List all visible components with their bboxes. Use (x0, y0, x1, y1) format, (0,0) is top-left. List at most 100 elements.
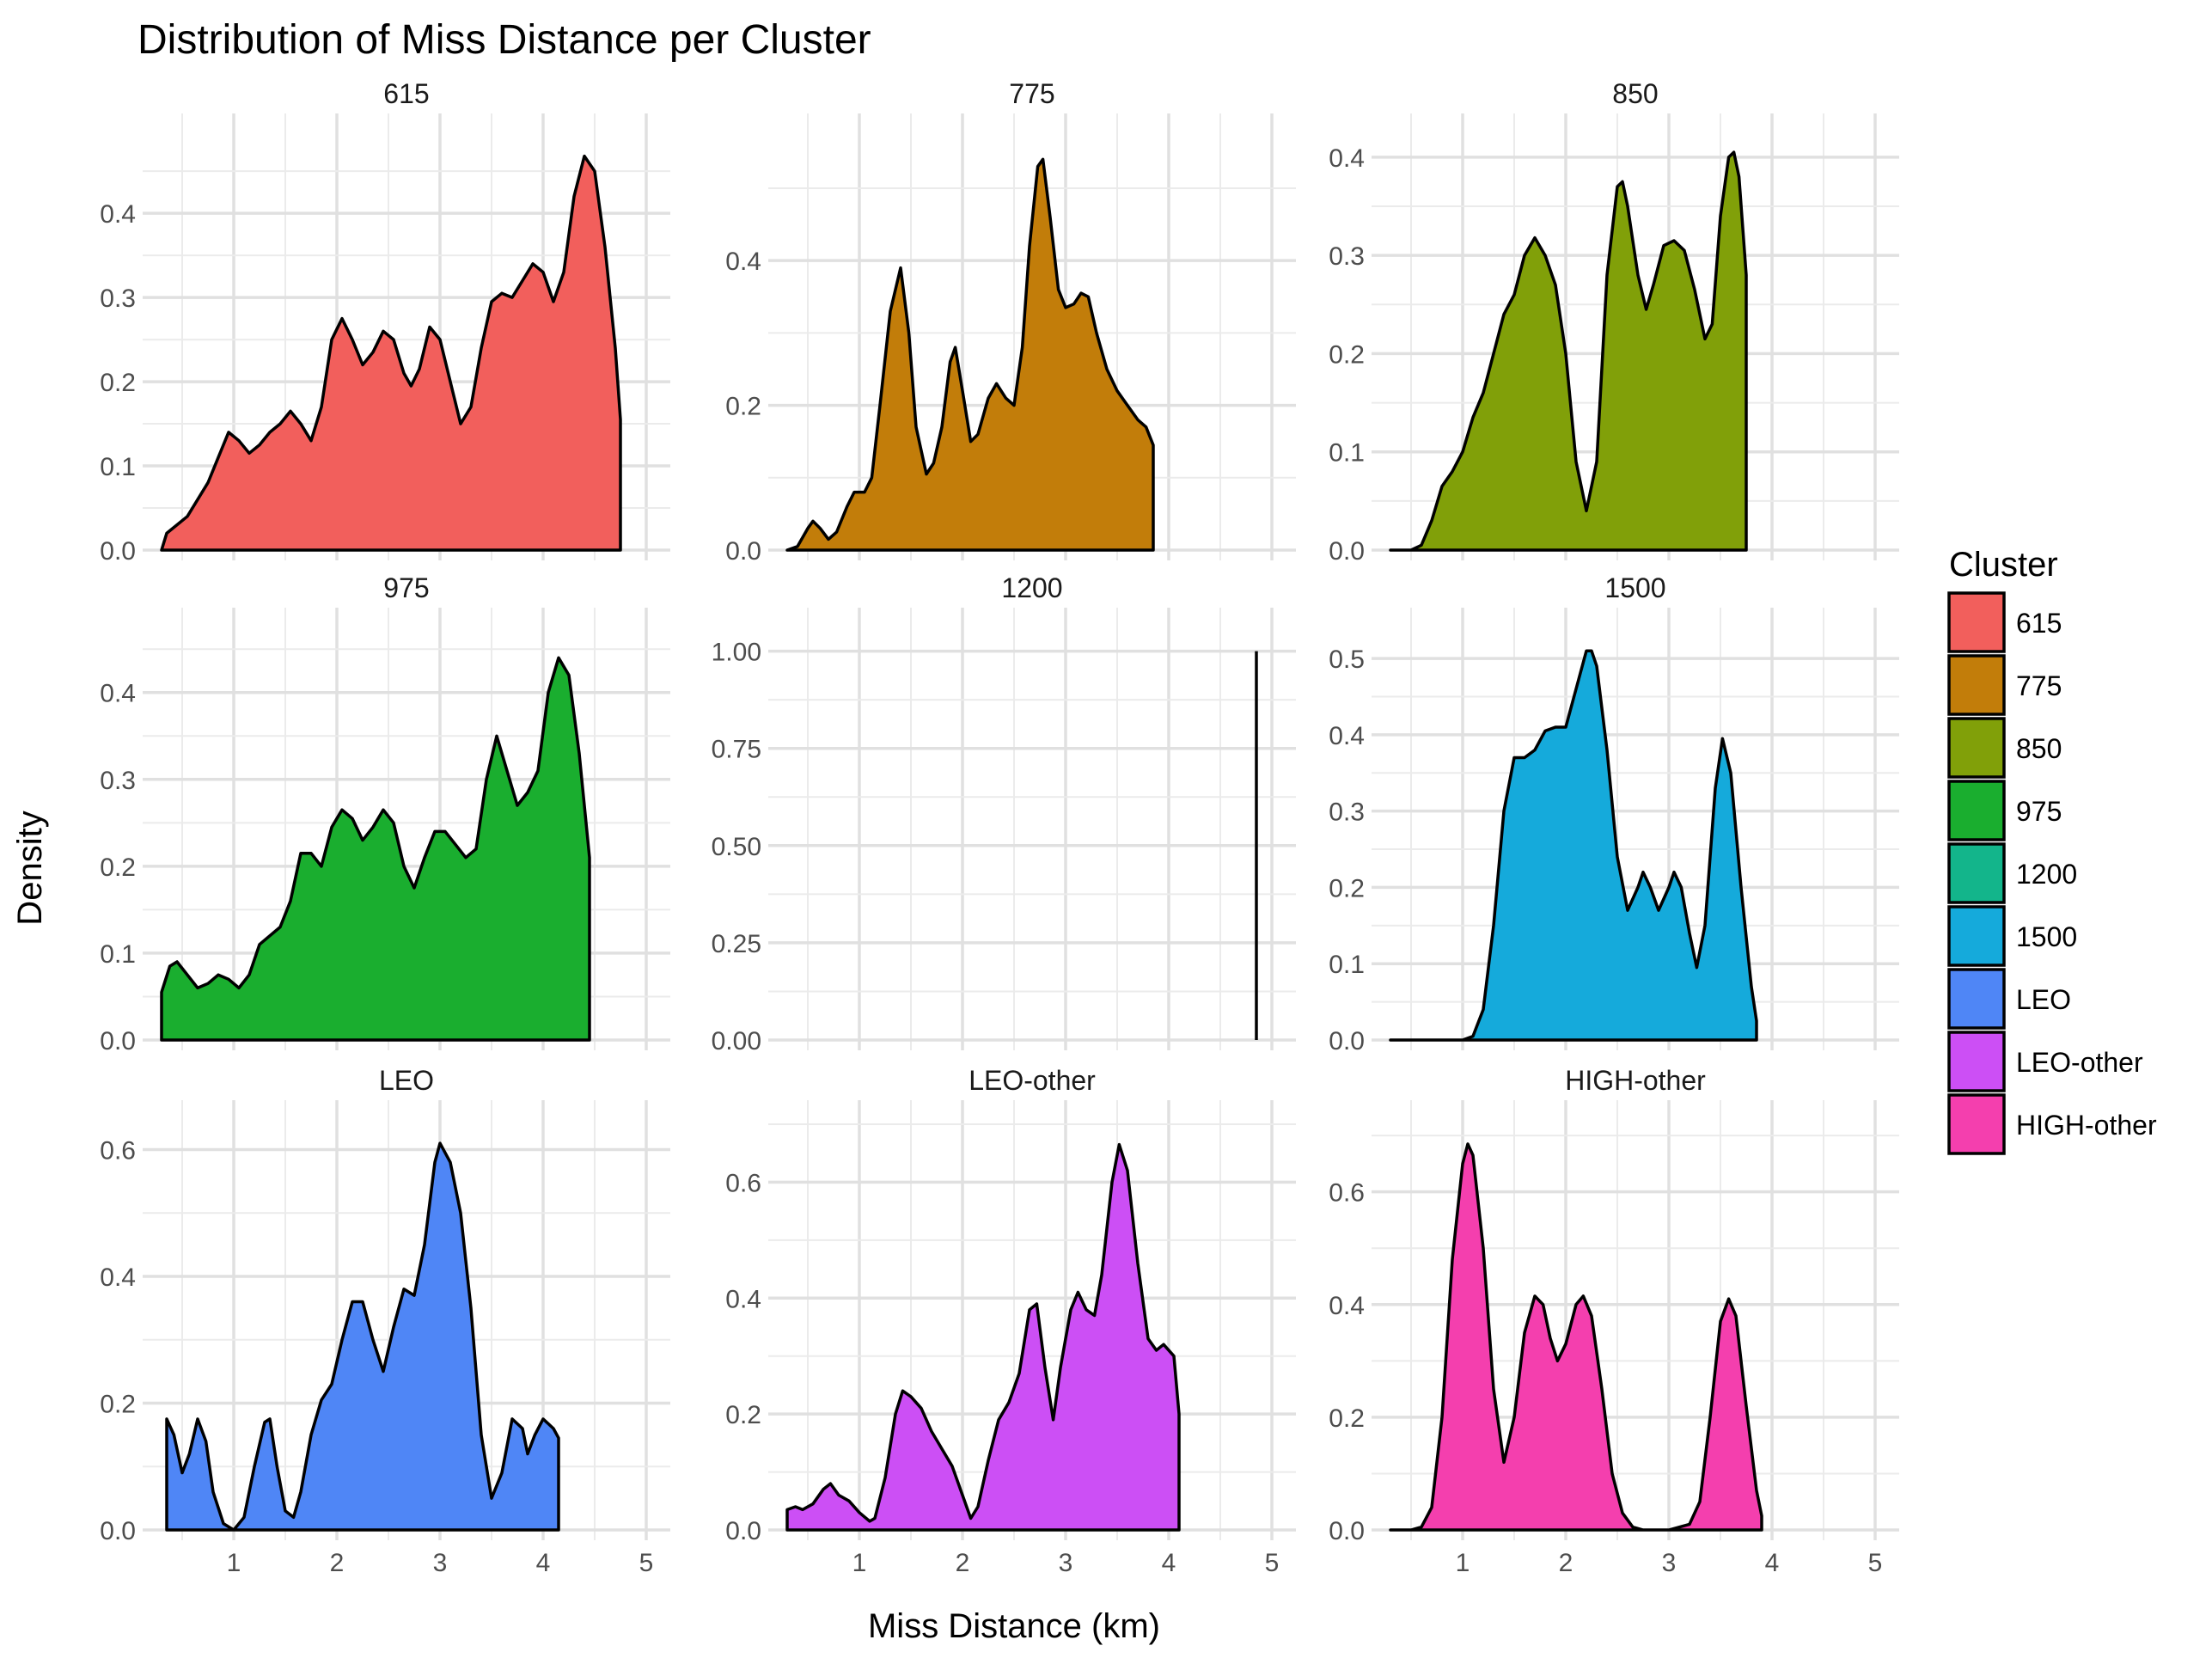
legend-label: LEO (2016, 984, 2071, 1015)
y-tick-label: 0.2 (1329, 874, 1365, 902)
strip-label-1200: 1200 (1001, 572, 1062, 603)
y-tick-label: 0.0 (100, 1517, 136, 1545)
y-tick-label: 0.4 (725, 1285, 761, 1313)
density-area-850 (1389, 150, 1748, 552)
y-tick-label: 0.4 (725, 248, 761, 276)
density-area-1500 (1389, 649, 1758, 1042)
x-tick-label: 1 (1456, 1549, 1470, 1577)
y-axis-label: Density (11, 811, 49, 925)
y-tick-label: 0.1 (100, 940, 136, 969)
strip-label-850: 850 (1612, 78, 1658, 109)
y-tick-label: 0.0 (725, 1517, 761, 1545)
panel-775: 775 0.0 0.2 0.4 (725, 78, 1296, 566)
x-tick-label: 1 (852, 1549, 867, 1577)
legend-swatch (1947, 968, 2006, 1030)
panel-975: 975 0.0 0.1 0.2 0.3 0.4 (100, 572, 670, 1055)
y-tick-label: 0.50 (712, 833, 761, 861)
strip-label-1500: 1500 (1604, 572, 1665, 603)
y-tick-label: 0.6 (1329, 1179, 1365, 1208)
legend-label: 975 (2016, 796, 2062, 827)
legend-item-975: 975 (1947, 780, 2062, 841)
legend-label: 1200 (2016, 859, 2077, 890)
y-tick-label: 0.4 (100, 1263, 136, 1292)
y-tick-label: 0.3 (100, 767, 136, 795)
legend-label: 850 (2016, 733, 2062, 764)
y-tick-label: 0.0 (1329, 1517, 1365, 1545)
legend-swatch (1947, 591, 2006, 653)
legend-item-775: 775 (1947, 654, 2062, 716)
legend-item-LEO: LEO (1947, 968, 2071, 1030)
y-tick-label: 0.2 (725, 1401, 761, 1429)
x-tick-label: 2 (1559, 1549, 1573, 1577)
y-tick-label: 1.00 (712, 639, 761, 667)
strip-label-LEO: LEO (379, 1065, 434, 1096)
density-area-615 (160, 154, 622, 552)
panel-LEO-other: LEO-other 0.0 0.2 0.4 0.6 1 2 3 4 5 (725, 1065, 1296, 1577)
x-tick-label: 2 (956, 1549, 970, 1577)
x-tick-label: 3 (433, 1549, 448, 1577)
y-tick-label: 0.75 (712, 736, 761, 764)
y-tick-label: 0.6 (725, 1169, 761, 1197)
legend-item-1500: 1500 (1947, 905, 2077, 967)
legend-item-HIGH-other: HIGH-other (1947, 1093, 2157, 1155)
y-tick-label: 0.3 (1329, 242, 1365, 271)
y-tick-label: 0.25 (712, 930, 761, 958)
y-tick-label: 0.4 (1329, 1292, 1365, 1320)
y-tick-label: 0.0 (1329, 537, 1365, 566)
y-tick-label: 0.2 (100, 853, 136, 882)
facet-panels: 615 0.0 0.1 0.2 0.3 0.4 775 0.0 0.2 0.4 850 0.0 0.1 0… (100, 78, 1899, 1577)
y-tick-label: 0.0 (1329, 1027, 1365, 1055)
y-tick-label: 0.6 (100, 1137, 136, 1165)
density-area-775 (785, 157, 1155, 552)
y-tick-label: 0.4 (1329, 722, 1365, 750)
y-tick-label: 0.5 (1329, 645, 1365, 674)
strip-label-615: 615 (383, 78, 429, 109)
panel-615: 615 0.0 0.1 0.2 0.3 0.4 (100, 78, 670, 566)
y-tick-label: 0.3 (1329, 798, 1365, 827)
x-tick-label: 5 (1265, 1549, 1280, 1577)
chart-title: Distribution of Miss Distance per Cluste… (137, 17, 871, 63)
legend-item-850: 850 (1947, 717, 2062, 779)
x-tick-label: 1 (227, 1549, 241, 1577)
legend-swatch (1947, 842, 2006, 904)
y-tick-label: 0.1 (1329, 439, 1365, 468)
legend-swatch (1947, 1031, 2006, 1092)
legend-item-615: 615 (1947, 591, 2062, 653)
y-tick-label: 0.0 (100, 537, 136, 566)
strip-label-LEO-other: LEO-other (969, 1065, 1096, 1096)
panel-850: 850 0.0 0.1 0.2 0.3 0.4 (1329, 78, 1899, 566)
y-tick-label: 0.4 (1329, 144, 1365, 173)
y-tick-label: 0.2 (100, 1391, 136, 1419)
legend-swatch (1947, 780, 2006, 841)
x-tick-label: 5 (639, 1549, 654, 1577)
legend: Cluster 615 775 850 975 1200 1500 LEO LEO-other… (1947, 546, 2157, 1155)
x-tick-label: 4 (1765, 1549, 1780, 1577)
y-tick-label: 0.0 (100, 1027, 136, 1055)
legend-label: 615 (2016, 608, 2062, 639)
panel-LEO: LEO 0.0 0.2 0.4 0.6 1 2 3 4 5 (100, 1065, 670, 1577)
legend-label: 1500 (2016, 921, 2077, 952)
legend-item-LEO-other: LEO-other (1947, 1031, 2143, 1092)
legend-label: HIGH-other (2016, 1110, 2157, 1141)
panel-HIGH-other: HIGH-other 0.0 0.2 0.4 0.6 1 2 3 4 5 (1329, 1065, 1899, 1577)
strip-label-775: 775 (1009, 78, 1054, 109)
density-area-HIGH-other (1389, 1142, 1763, 1532)
y-tick-label: 0.4 (100, 680, 136, 708)
strip-label-975: 975 (383, 572, 429, 603)
legend-swatch (1947, 717, 2006, 779)
x-tick-label: 2 (330, 1549, 345, 1577)
y-tick-label: 0.00 (712, 1027, 761, 1055)
legend-swatch (1947, 1093, 2006, 1155)
legend-item-1200: 1200 (1947, 842, 2077, 904)
x-axis-label: Miss Distance (km) (868, 1607, 1160, 1645)
strip-label-HIGH-other: HIGH-other (1565, 1065, 1706, 1096)
density-area-LEO (165, 1141, 560, 1532)
x-tick-label: 5 (1868, 1549, 1883, 1577)
panel-1200: 1200 0.00 0.25 0.50 0.75 1.00 (712, 572, 1296, 1055)
density-area-LEO-other (785, 1142, 1181, 1532)
y-tick-label: 0.2 (725, 393, 761, 421)
density-area-975 (160, 656, 591, 1042)
legend-label: 775 (2016, 670, 2062, 701)
x-tick-label: 3 (1059, 1549, 1073, 1577)
